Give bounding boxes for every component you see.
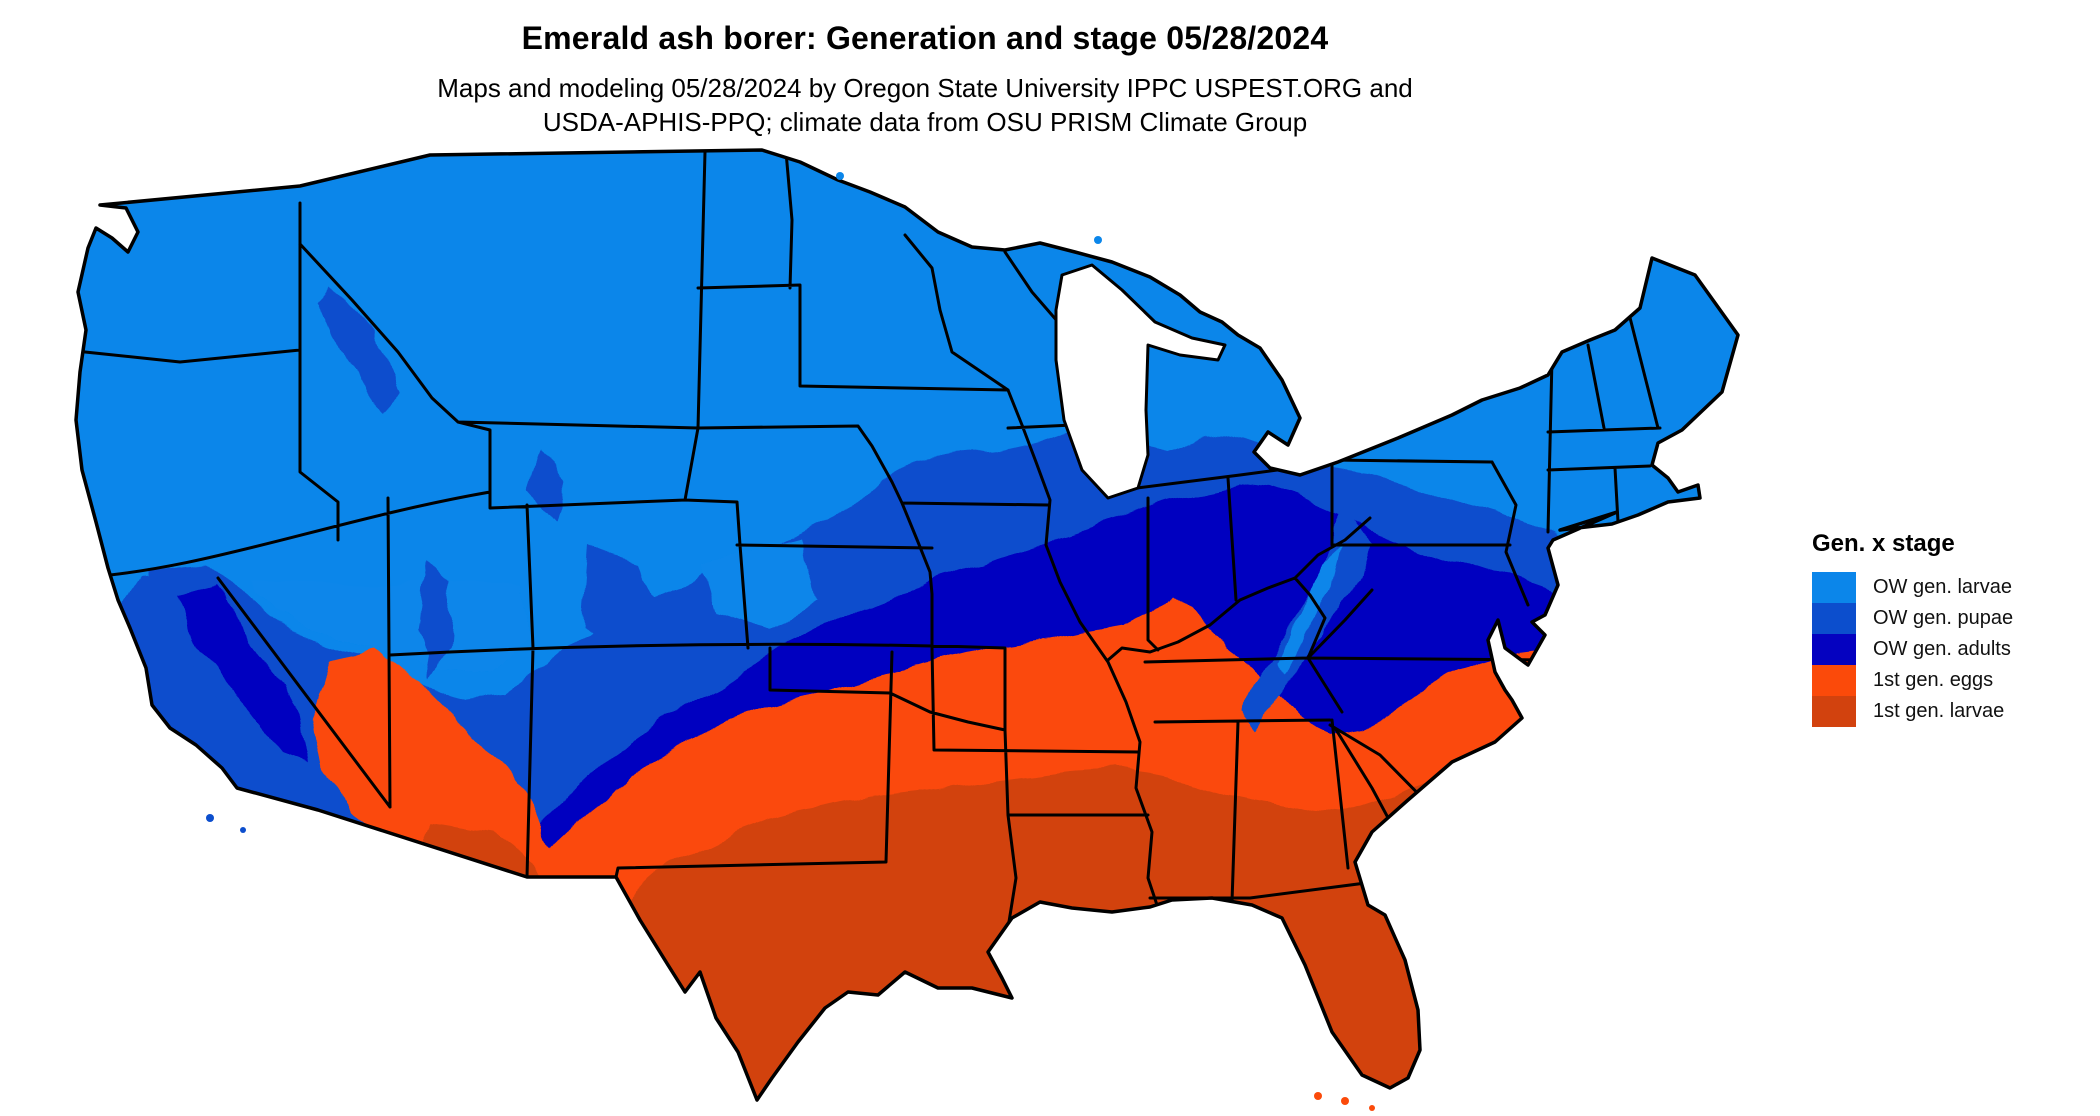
legend-item: 1st gen. eggs xyxy=(1812,665,2013,696)
swatch-ow-pupae xyxy=(1812,603,1856,634)
band-first-larvae xyxy=(76,756,1738,1100)
legend-label: OW gen. larvae xyxy=(1873,576,2012,598)
swatch-first-larvae xyxy=(1812,696,1856,727)
island-speckles xyxy=(206,172,1375,1111)
subtitle-line-1: Maps and modeling 05/28/2024 by Oregon S… xyxy=(437,73,1413,103)
florida-keys-dot xyxy=(1341,1097,1349,1105)
patch-wasatch-medium xyxy=(418,562,452,680)
legend-item: OW gen. adults xyxy=(1812,634,2013,665)
legend-item: OW gen. pupae xyxy=(1812,603,2013,634)
legend-label: 1st gen. larvae xyxy=(1873,700,2005,722)
lake-michigan xyxy=(1054,263,1227,500)
patch-desert-orange xyxy=(312,652,560,877)
patch-idaho-montana-medium xyxy=(318,282,402,412)
patch-california-dark xyxy=(175,585,308,762)
legend: Gen. x stage OW gen. larvae OW gen. pupa… xyxy=(1812,530,2013,727)
header: Emerald ash borer: Generation and stage … xyxy=(0,0,1850,139)
swatch-ow-adults xyxy=(1812,634,1856,665)
legend-label: OW gen. adults xyxy=(1873,638,2011,660)
subtitle-line-2: USDA-APHIS-PPQ; climate data from OSU PR… xyxy=(542,107,1308,137)
legend-item: 1st gen. larvae xyxy=(1812,696,2013,727)
us-outline xyxy=(74,148,1740,1102)
florida-keys-dot xyxy=(1369,1105,1375,1111)
map-fill-layer xyxy=(76,150,1738,1100)
channel-island-dot xyxy=(206,814,214,822)
border-speckle xyxy=(836,172,844,180)
swatch-ow-larvae xyxy=(1812,572,1856,603)
state-borders xyxy=(76,150,1662,970)
page-title: Emerald ash borer: Generation and stage … xyxy=(521,20,1329,56)
legend-label: OW gen. pupae xyxy=(1873,607,2014,629)
florida-keys-dot xyxy=(1314,1092,1322,1100)
legend-item: OW gen. larvae xyxy=(1812,572,2013,603)
patch-plains-light xyxy=(700,538,815,632)
patch-rockies-medium xyxy=(582,545,662,658)
subtitle: Maps and modeling 05/28/2024 by Oregon S… xyxy=(0,71,1850,139)
superior-speckle xyxy=(1094,236,1102,244)
channel-island-dot xyxy=(240,827,246,833)
legend-label: 1st gen. eggs xyxy=(1873,669,1994,691)
patch-appalachia-light xyxy=(1276,548,1342,672)
legend-title: Gen. x stage xyxy=(1812,530,1955,557)
swatch-first-eggs xyxy=(1812,665,1856,696)
